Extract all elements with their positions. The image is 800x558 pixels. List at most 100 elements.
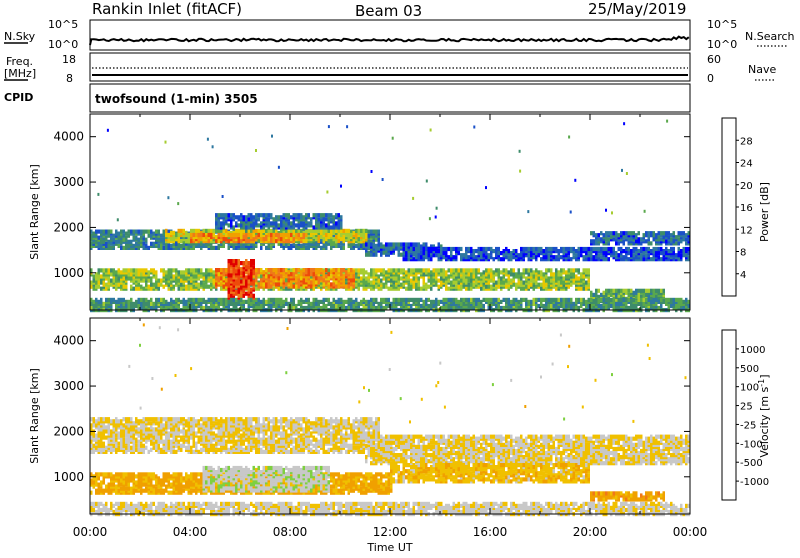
heat-cell [433, 247, 436, 251]
heat-cell [573, 247, 576, 251]
heat-cell [623, 231, 626, 235]
heat-cell [468, 255, 471, 259]
heat-cell [208, 285, 211, 289]
heat-cell [248, 213, 251, 217]
heat-cell [398, 253, 401, 257]
heat-cell [148, 246, 151, 250]
heat-cell [225, 229, 228, 233]
heat-cell [163, 285, 166, 289]
heat-cell [350, 298, 353, 302]
heat-cell [290, 268, 293, 272]
heat-cell [100, 281, 103, 285]
heat-cell [235, 259, 238, 263]
heat-cell [263, 302, 266, 306]
heat-cell [425, 242, 428, 246]
heat-cell [220, 298, 223, 302]
heat-cell [465, 287, 468, 291]
heat-cell [648, 247, 651, 251]
heat-cell [335, 239, 338, 243]
heat-cell [420, 304, 423, 308]
heat-cell [128, 276, 131, 280]
heat-cell [445, 247, 448, 251]
heat-cell [415, 251, 418, 255]
heat-cell [183, 270, 186, 274]
heat-cell [585, 257, 588, 261]
heat-cell [243, 281, 246, 285]
heat-cell [230, 213, 233, 217]
heat-cell [220, 213, 223, 217]
heat-cell [285, 217, 288, 221]
heat-cell [375, 238, 378, 242]
heat-cell [228, 300, 231, 304]
heat-cell [685, 233, 688, 237]
heat-cell [250, 259, 253, 263]
heat-cell [388, 247, 391, 251]
heat-cell [445, 270, 448, 274]
heat-cell [405, 298, 408, 302]
heat-cell [150, 298, 153, 302]
heat-cell [95, 276, 98, 280]
heat-cell [245, 292, 248, 296]
heat-cell [678, 237, 681, 241]
heat-cell [468, 268, 471, 272]
heat-cell [260, 300, 263, 304]
heat-cell [388, 287, 391, 291]
heat-cell [480, 247, 483, 251]
heat-cell [420, 251, 423, 255]
heat-cell [305, 306, 308, 310]
heat-cell [118, 276, 121, 280]
heat-cell [533, 270, 536, 274]
heat-cell [225, 268, 228, 272]
heat-cell [670, 247, 673, 251]
heat-cell [190, 233, 193, 237]
heat-cell [643, 247, 646, 251]
heat-cell [683, 231, 686, 235]
heat-cell [683, 247, 686, 251]
heat-cell [553, 285, 556, 289]
heat-cell [615, 289, 618, 293]
heat-cell [245, 284, 248, 288]
heat-cell [93, 274, 96, 278]
heat-cell [238, 223, 241, 227]
heat-cell [310, 229, 313, 233]
heat-cell [268, 284, 271, 288]
heat-cell [393, 298, 396, 302]
heat-cell [303, 215, 306, 219]
heat-cell [115, 287, 118, 291]
heat-cell [295, 213, 298, 217]
heat-cell [103, 230, 106, 234]
heat-cell [235, 290, 238, 294]
heat-cell [565, 253, 568, 257]
heat-cell [348, 229, 351, 233]
heat-cell [423, 242, 426, 246]
heat-cell [328, 235, 331, 239]
heat-cell [510, 272, 513, 276]
heat-cell [210, 302, 213, 306]
heat-cell [383, 244, 386, 248]
heat-cell [205, 285, 208, 289]
heat-cell [195, 229, 198, 233]
heat-cell [140, 236, 143, 240]
heat-cell [325, 268, 328, 272]
heat-cell [248, 239, 251, 243]
heat-cell [560, 247, 563, 251]
heat-cell [148, 279, 151, 283]
heat-cell [428, 253, 431, 257]
heat-cell [410, 268, 413, 272]
heat-cell [298, 233, 301, 237]
heat-cell [283, 233, 286, 237]
heat-cell [258, 268, 261, 272]
heat-cell [323, 221, 326, 225]
heat-cell [570, 268, 573, 272]
heat-cell [555, 255, 558, 259]
heat-cell [660, 247, 663, 251]
heat-cell [135, 287, 138, 291]
heat-cell [163, 272, 166, 276]
heat-cell [180, 283, 183, 287]
heat-cell [118, 298, 121, 302]
heat-cell [320, 223, 323, 227]
heat-cell [295, 233, 298, 237]
heat-cell [98, 281, 101, 285]
heat-cell [415, 247, 418, 251]
heat-cell [600, 247, 603, 251]
